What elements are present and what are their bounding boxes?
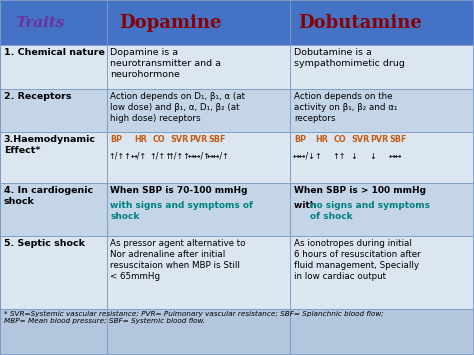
Bar: [290, 45, 474, 89]
Text: When SBP is > 100 mmHg: When SBP is > 100 mmHg: [294, 186, 426, 195]
Text: ↑: ↑: [314, 152, 321, 161]
Bar: [290, 183, 474, 236]
Text: When SBP is 70-100 mmHg: When SBP is 70-100 mmHg: [110, 186, 248, 195]
Text: ↓: ↓: [369, 152, 376, 161]
Bar: [0, 183, 107, 236]
Text: Dobutamine: Dobutamine: [298, 14, 422, 32]
Bar: [0, 0, 107, 45]
Bar: [290, 132, 474, 183]
Bar: [0, 236, 107, 309]
Bar: [107, 236, 290, 309]
Text: ↓: ↓: [350, 152, 357, 161]
Text: HR: HR: [134, 135, 147, 144]
Bar: [0, 309, 107, 355]
Bar: [107, 309, 290, 355]
Text: BP: BP: [110, 135, 122, 144]
Text: SBF: SBF: [390, 135, 407, 144]
Text: ↔↔/↑: ↔↔/↑: [187, 152, 210, 161]
Text: ↑↑: ↑↑: [332, 152, 346, 161]
Bar: [107, 183, 290, 236]
Bar: [107, 0, 290, 45]
Text: ↑/↑↑: ↑/↑↑: [109, 152, 132, 161]
Text: SBF: SBF: [209, 135, 226, 144]
Text: 3.Haemodynamic
Effect*: 3.Haemodynamic Effect*: [4, 135, 96, 155]
Text: ↔↔/↑: ↔↔/↑: [206, 152, 229, 161]
Text: As ionotropes during initial
6 hours of resuscitation after
fluid management, Sp: As ionotropes during initial 6 hours of …: [294, 239, 421, 281]
Bar: [290, 0, 474, 45]
Text: Dobutamine is a
sympathomimetic drug: Dobutamine is a sympathomimetic drug: [294, 48, 405, 69]
Text: SVR: SVR: [171, 135, 189, 144]
Text: ↔↔: ↔↔: [389, 152, 402, 161]
Text: ↔/↑: ↔/↑: [130, 152, 146, 161]
Text: ↑/↑↑: ↑/↑↑: [167, 152, 191, 161]
Text: Action depends on the
activity on β₁, β₂ and α₁
receptors: Action depends on the activity on β₁, β₂…: [294, 92, 398, 123]
Bar: [290, 236, 474, 309]
Text: no signs and symptoms
of shock: no signs and symptoms of shock: [310, 201, 430, 221]
Bar: [107, 45, 290, 89]
Bar: [0, 45, 107, 89]
Text: with: with: [294, 201, 319, 209]
Text: Dopamine is a
neurotransmitter and a
neurohormone: Dopamine is a neurotransmitter and a neu…: [110, 48, 221, 80]
Bar: [107, 89, 290, 132]
Text: Traits: Traits: [16, 16, 65, 30]
Bar: [290, 89, 474, 132]
Text: ↔↔/↓: ↔↔/↓: [292, 152, 315, 161]
Text: Action depends on D₁, β₁, α (at
low dose) and β₁, α, D₁, β₂ (at
high dose) recep: Action depends on D₁, β₁, α (at low dose…: [110, 92, 246, 123]
Text: * SVR=Systemic vascular resistance; PVR= Pulmonary vascular resistance; SBF= Spl: * SVR=Systemic vascular resistance; PVR=…: [4, 311, 383, 324]
Text: with signs and symptoms of
shock: with signs and symptoms of shock: [110, 201, 254, 221]
Text: ↑/↑↑: ↑/↑↑: [149, 152, 173, 161]
Text: SVR: SVR: [351, 135, 369, 144]
Text: 1. Chemical nature: 1. Chemical nature: [4, 48, 105, 57]
Text: 5. Septic shock: 5. Septic shock: [4, 239, 85, 248]
Text: As pressor agent alternative to
Nor adrenaline after initial
resuscitaion when M: As pressor agent alternative to Nor adre…: [110, 239, 246, 281]
Text: CO: CO: [153, 135, 166, 144]
Text: 2. Receptors: 2. Receptors: [4, 92, 71, 100]
Text: 4. In cardiogenic
shock: 4. In cardiogenic shock: [4, 186, 93, 206]
Text: CO: CO: [334, 135, 346, 144]
Text: PVR: PVR: [190, 135, 208, 144]
Text: HR: HR: [315, 135, 328, 144]
Bar: [0, 132, 107, 183]
Text: Dopamine: Dopamine: [120, 14, 222, 32]
Bar: [290, 309, 474, 355]
Text: BP: BP: [294, 135, 306, 144]
Bar: [0, 89, 107, 132]
Bar: [107, 132, 290, 183]
Text: PVR: PVR: [370, 135, 388, 144]
